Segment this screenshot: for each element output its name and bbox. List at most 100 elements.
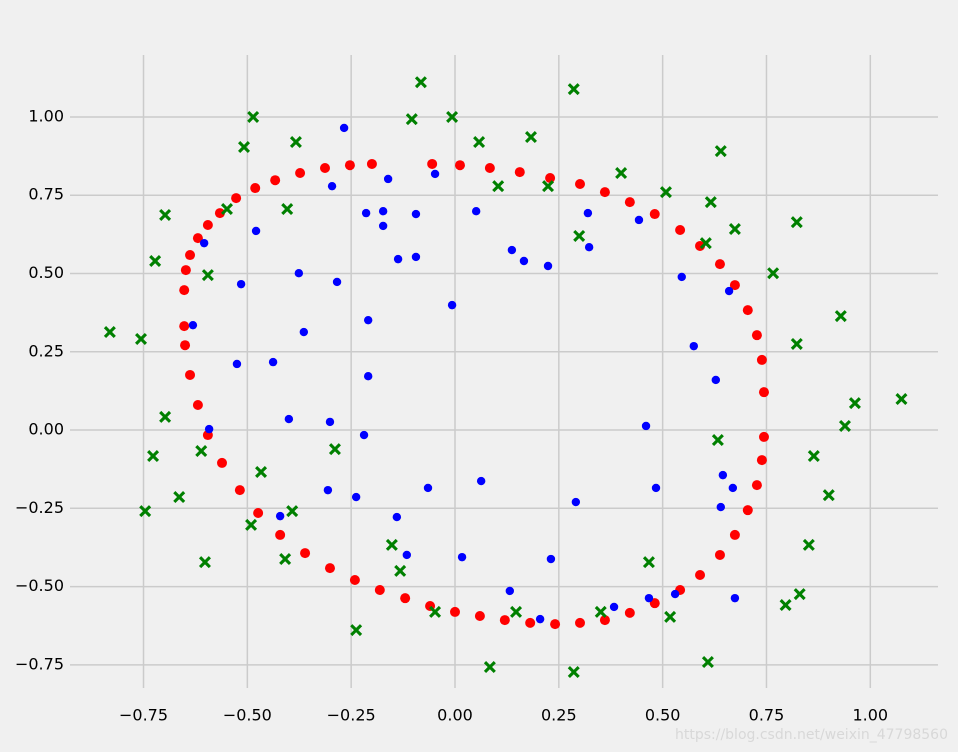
point <box>471 207 481 216</box>
x-marker <box>350 624 363 637</box>
x-marker <box>483 661 496 674</box>
point <box>339 123 349 133</box>
point <box>724 286 734 296</box>
point <box>711 375 721 385</box>
point <box>253 508 264 519</box>
y-tick-label: 0.25 <box>28 341 64 360</box>
point <box>507 245 517 255</box>
point <box>284 414 294 424</box>
point <box>474 610 485 621</box>
point <box>599 187 610 198</box>
x-marker <box>838 419 851 432</box>
point <box>651 483 661 493</box>
point <box>758 431 769 442</box>
x-marker <box>385 538 398 551</box>
watermark: https://blog.csdn.net/weixin_47798560 <box>675 727 948 743</box>
point <box>519 256 529 266</box>
x-marker <box>848 397 861 410</box>
point <box>677 272 686 282</box>
point <box>454 160 465 171</box>
point <box>728 483 738 493</box>
x-marker <box>834 310 847 323</box>
x-tick-label: −0.50 <box>223 706 272 725</box>
y-tick-label: 0.75 <box>28 185 64 204</box>
point <box>476 476 486 486</box>
x-marker <box>149 254 162 267</box>
x-marker <box>281 203 294 216</box>
x-marker <box>135 332 148 345</box>
point <box>514 167 525 178</box>
point <box>670 589 680 599</box>
point <box>718 470 728 480</box>
point <box>324 563 335 574</box>
point <box>644 593 654 603</box>
x-marker <box>822 489 835 502</box>
point <box>351 492 361 502</box>
point <box>675 224 686 235</box>
point <box>180 265 191 276</box>
point <box>584 243 594 252</box>
x-marker <box>247 110 260 123</box>
point <box>323 485 333 495</box>
x-tick-label: 0.25 <box>541 706 577 725</box>
point <box>729 280 740 291</box>
x-marker <box>567 83 580 96</box>
x-marker <box>492 180 505 193</box>
point <box>295 168 306 179</box>
x-tick-label: 0.00 <box>437 706 473 725</box>
point <box>525 617 536 628</box>
x-marker <box>524 131 537 144</box>
x-marker <box>279 553 292 566</box>
x-tick-label: 0.50 <box>645 706 681 725</box>
point <box>758 387 769 398</box>
point <box>716 502 725 512</box>
x-marker <box>473 136 486 149</box>
point <box>270 175 281 186</box>
point <box>374 585 385 596</box>
x-marker <box>659 186 672 199</box>
point <box>599 615 610 626</box>
x-marker <box>147 450 160 463</box>
x-marker <box>510 605 523 618</box>
x-marker <box>567 666 580 679</box>
point <box>714 549 725 560</box>
point <box>400 593 411 604</box>
point <box>325 417 335 427</box>
y-tick-label: 0.00 <box>28 420 64 439</box>
point <box>583 208 593 218</box>
point <box>332 277 342 287</box>
x-marker <box>245 518 258 531</box>
point <box>204 424 214 434</box>
x-marker <box>642 556 655 569</box>
x-marker <box>173 491 186 504</box>
point <box>742 305 753 316</box>
point <box>192 233 203 244</box>
point <box>378 221 388 231</box>
point <box>609 602 619 612</box>
x-marker <box>201 269 214 282</box>
x-tick-label: 0.75 <box>749 706 785 725</box>
x-marker <box>220 203 233 216</box>
point <box>179 285 190 296</box>
x-marker <box>793 588 806 601</box>
point <box>361 208 371 218</box>
point <box>214 208 225 219</box>
x-tick-label: −0.25 <box>327 706 376 725</box>
x-marker <box>711 434 724 447</box>
point <box>543 261 553 271</box>
point <box>234 485 245 496</box>
point <box>217 457 228 468</box>
x-marker <box>139 505 152 518</box>
x-marker <box>573 229 586 242</box>
point <box>268 357 278 367</box>
point <box>575 617 586 628</box>
point <box>199 238 209 248</box>
x-marker <box>802 538 815 551</box>
x-marker <box>286 505 299 518</box>
point <box>180 340 191 351</box>
point <box>275 511 285 521</box>
point <box>550 619 561 630</box>
point <box>695 569 706 580</box>
point <box>185 250 196 261</box>
y-tick-label: 0.50 <box>28 263 64 282</box>
